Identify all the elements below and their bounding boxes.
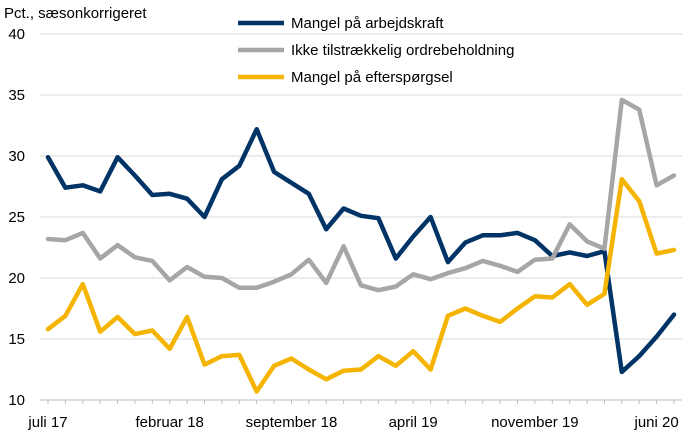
x-tick-label: juni 20: [634, 414, 679, 431]
axes: 10 15 20 25 30 35 40 juli 17 februar 18 september…: [8, 26, 682, 431]
y-tick-label: 25: [8, 209, 25, 226]
legend-label: Mangel på efterspørgsel: [291, 69, 453, 86]
x-tick-label: november 19: [491, 414, 579, 431]
legend-label: Mangel på arbejdskraft: [291, 15, 444, 32]
y-tick-label: 30: [8, 148, 25, 165]
y-axis-title: Pct., sæsonkorrigeret: [4, 5, 147, 22]
x-tick-label: juli 17: [27, 414, 67, 431]
x-tick-label: april 19: [389, 414, 438, 431]
series-line-0: [45, 126, 677, 375]
legend: Mangel på arbejdskraft Ikke tilstrækkelig…: [238, 15, 514, 86]
series-line-2: [45, 176, 677, 394]
y-tick-label: 15: [8, 331, 25, 348]
y-tick-label: 35: [8, 87, 25, 104]
series-line-1: [45, 97, 677, 293]
y-tick-label: 10: [8, 392, 25, 409]
y-tick-label: 40: [8, 26, 25, 43]
x-tick-label: september 18: [246, 414, 338, 431]
y-tick-label: 20: [8, 270, 25, 287]
series-lines: [45, 97, 677, 394]
x-tick-label: februar 18: [136, 414, 204, 431]
legend-label: Ikke tilstrækkelig ordrebeholdning: [291, 42, 514, 59]
